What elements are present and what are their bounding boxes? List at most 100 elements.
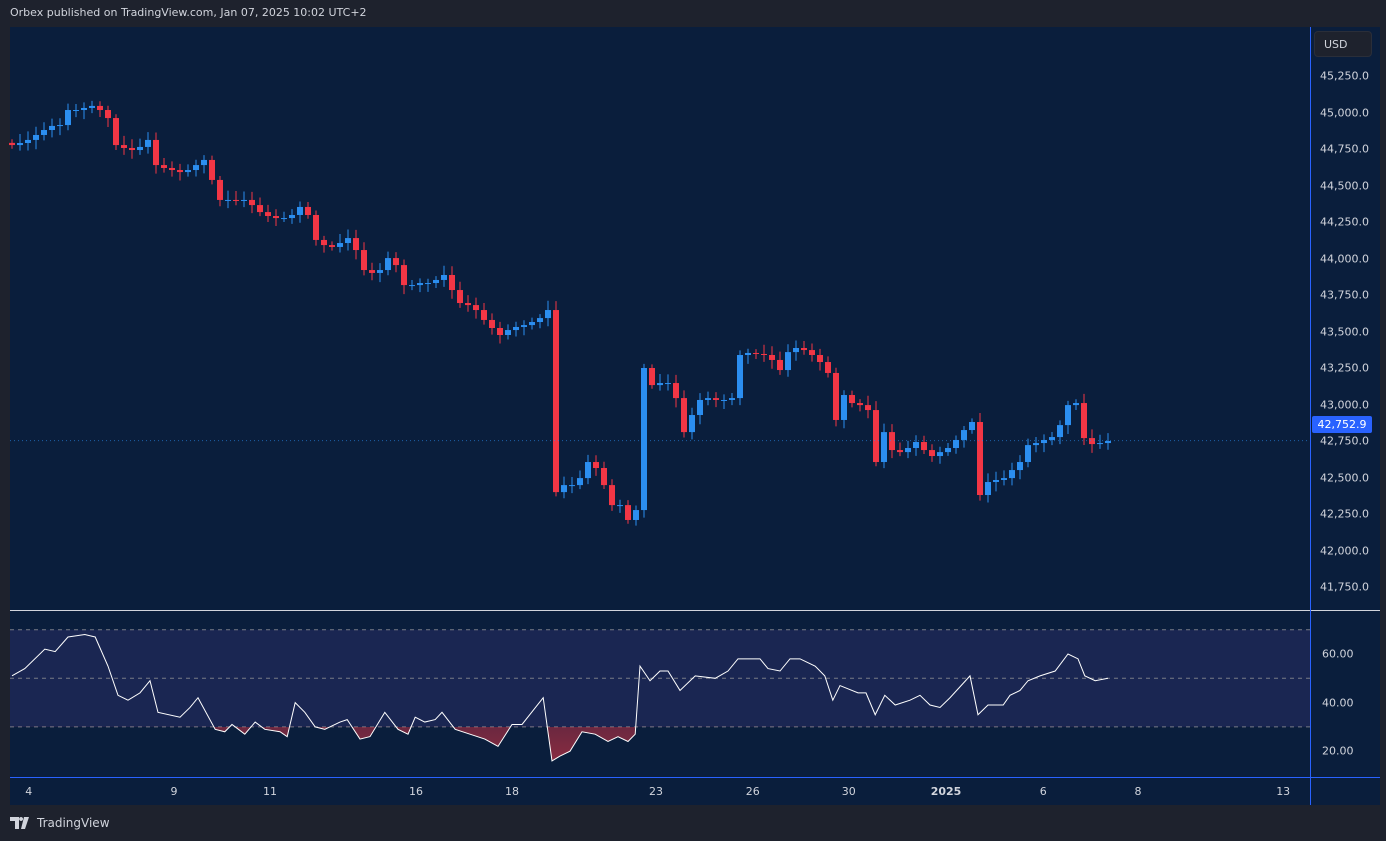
currency-button[interactable]: USD (1314, 31, 1372, 57)
candle-body (865, 405, 871, 411)
rsi-tick-label: 60.00 (1322, 647, 1354, 661)
candle-body (497, 327, 503, 336)
candle-body (745, 352, 751, 356)
brand-name: TradingView (37, 816, 110, 830)
candle-body (825, 362, 831, 373)
candle-body (409, 285, 415, 287)
candle-body (569, 485, 575, 487)
candle-body (121, 145, 127, 148)
candle-body (873, 410, 879, 463)
candle-body (985, 482, 991, 496)
candle-body (417, 283, 423, 286)
price-tick-label: 45,250.0 (1320, 69, 1369, 83)
candle-body (1009, 470, 1015, 479)
candle-body (337, 243, 343, 247)
candle-body (713, 398, 719, 400)
candle-body (489, 319, 495, 328)
candle-body (1057, 425, 1063, 438)
candle-body (241, 199, 247, 201)
candle-body (905, 448, 911, 453)
price-tick-label: 42,500.0 (1320, 471, 1369, 484)
candle-body (553, 310, 559, 493)
rsi-tick-label: 20.00 (1322, 744, 1354, 758)
last-price-label: 42,752.9 (1312, 416, 1372, 433)
candle-body (897, 450, 903, 453)
candle-body (529, 322, 535, 326)
tradingview-logo-icon (10, 817, 29, 829)
price-tick-label: 43,250.0 (1320, 361, 1369, 375)
candle-body (1073, 403, 1079, 406)
candle-body (625, 505, 631, 520)
candle-body (177, 170, 183, 173)
candle-body (281, 218, 287, 220)
price-tick-label: 45,000.0 (1320, 106, 1369, 119)
candle-body (953, 439, 959, 449)
candle-body (209, 159, 215, 180)
candle-body (961, 430, 967, 440)
candle-body (993, 479, 999, 483)
rsi-tick-label: 40.00 (1322, 696, 1354, 710)
candle-body (377, 270, 383, 273)
time-tick-label: 11 (263, 785, 277, 798)
time-tick-label: 6 (1039, 785, 1047, 798)
candle-body (601, 468, 607, 486)
candle-body (297, 206, 303, 215)
candle-body (393, 258, 399, 266)
candle-body (817, 355, 823, 363)
candle-body (841, 395, 847, 420)
candle-body (193, 165, 199, 171)
candle-body (1041, 439, 1047, 444)
candle-body (609, 485, 615, 506)
candle-body (97, 105, 103, 111)
candle-body (737, 355, 743, 399)
candle-body (593, 462, 599, 469)
candle-body (17, 143, 23, 146)
candle-body (473, 305, 479, 311)
candle-body (265, 212, 271, 217)
candle-body (665, 383, 671, 385)
candle-body (449, 274, 455, 291)
candle-body (889, 432, 895, 451)
candle-body (353, 238, 359, 251)
tradingview-logo[interactable]: TradingView (10, 816, 110, 830)
candle-body (921, 442, 927, 451)
candle-body (249, 199, 255, 206)
candle-body (129, 147, 135, 151)
candle-body (161, 165, 167, 168)
candle-body (465, 303, 471, 306)
candle-body (753, 352, 759, 354)
candle-body (689, 415, 695, 433)
candle-body (505, 330, 511, 336)
candle-body (801, 347, 807, 351)
candle-body (561, 485, 567, 493)
candle-body (201, 159, 207, 166)
time-tick-label: 23 (649, 785, 663, 798)
candle-body (729, 398, 735, 400)
candle-body (217, 179, 223, 200)
candle-body (1081, 403, 1087, 439)
candle-body (313, 214, 319, 240)
candle-body (809, 350, 815, 356)
candle-body (385, 258, 391, 271)
candle-body (969, 422, 975, 431)
candle-body (25, 139, 31, 144)
candle-body (777, 359, 783, 371)
candle-body (913, 442, 919, 449)
candle-body (1001, 478, 1007, 480)
candle-body (289, 214, 295, 219)
candle-body (1025, 445, 1031, 463)
time-tick-label: 4 (25, 785, 33, 798)
candle-body (33, 134, 39, 140)
candle-body (185, 170, 191, 173)
candle-body (321, 239, 327, 246)
candle-body (849, 395, 855, 404)
candle-body (225, 199, 231, 201)
candle-body (169, 167, 175, 171)
candle-body (937, 452, 943, 457)
candle-body (89, 105, 95, 108)
candle-body (857, 403, 863, 406)
price-tick-label: 42,750.0 (1320, 434, 1369, 448)
candle-body (641, 368, 647, 511)
price-tick-label: 44,500.0 (1320, 179, 1369, 192)
